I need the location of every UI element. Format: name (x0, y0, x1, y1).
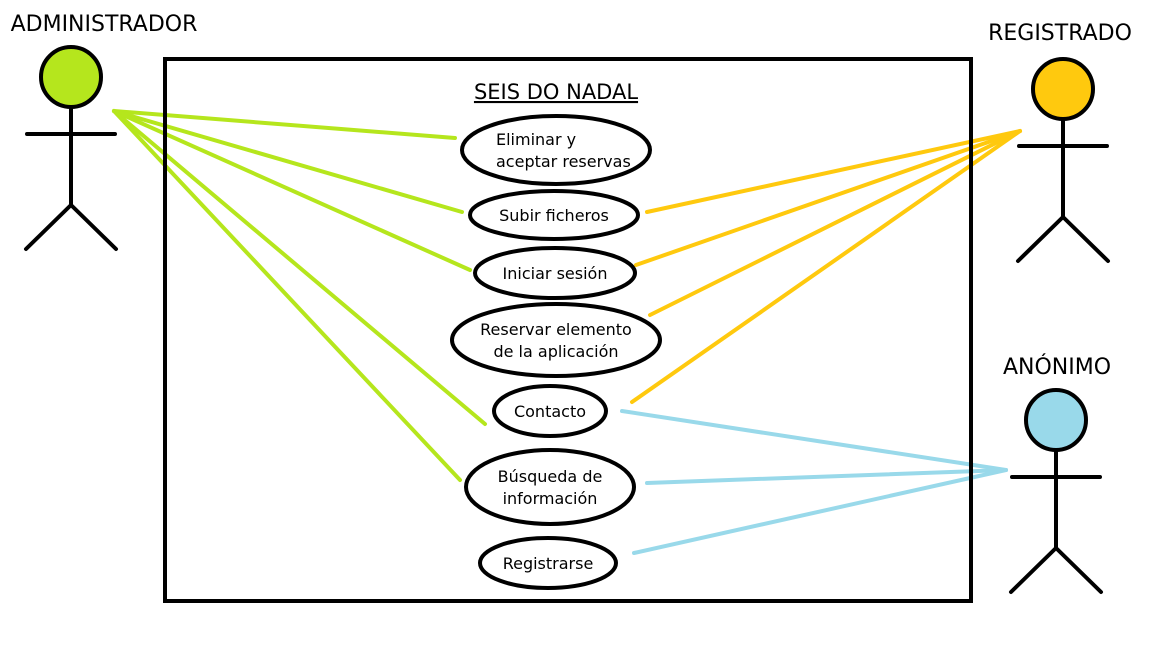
association-anonimo-contacto (620, 409, 1008, 472)
system-boundary-box (163, 57, 973, 603)
use-case-label: Reservar elemento (480, 320, 632, 339)
use-case-label: Iniciar sesión (503, 264, 608, 283)
use-case-ellipse (478, 536, 618, 590)
use-case-label: Subir ficheros (499, 206, 609, 225)
system-title: SEIS DO NADAL (474, 80, 638, 104)
use-case-ellipse (460, 114, 652, 186)
use-case-label: Registrarse (503, 554, 594, 573)
actor-head-icon (1024, 388, 1088, 452)
actor-anonimo: ANÓNIMO (1003, 354, 1111, 594)
actor-registrado: REGISTRADO (988, 21, 1132, 263)
use-case-label: de la aplicación (493, 342, 618, 361)
associations-layer (112, 109, 1022, 555)
use-case-eliminar: Eliminar y aceptar reservas (460, 114, 652, 186)
association-registrado-reservar (648, 129, 1022, 317)
actor-head-icon (39, 45, 103, 109)
association-administrador-subir (112, 109, 464, 214)
use-case-registrarse: Registrarse (478, 536, 618, 590)
use-case-busqueda: Búsqueda de información (464, 448, 636, 526)
actor-body-icon (1009, 448, 1103, 594)
use-case-subir: Subir ficheros (468, 189, 640, 241)
use-case-iniciar: Iniciar sesión (473, 246, 637, 300)
system-boundary: SEIS DO NADAL (163, 57, 973, 603)
actor-head-icon (1031, 57, 1095, 121)
association-registrado-subir (645, 129, 1022, 214)
actor-name: REGISTRADO (988, 21, 1132, 46)
association-registrado-iniciar (634, 129, 1022, 267)
association-administrador-busqueda (112, 109, 462, 482)
actor-name: ADMINISTRADOR (11, 12, 198, 37)
use-case-ellipse (473, 246, 637, 300)
use-case-ellipse (468, 189, 640, 241)
use-case-ellipse (450, 302, 662, 378)
actors-layer: ADMINISTRADOR REGISTRADO ANÓNIMO (11, 12, 1132, 594)
use-case-contacto: Contacto (492, 384, 608, 438)
use-case-ellipse (492, 384, 608, 438)
use-case-label: aceptar reservas (496, 152, 631, 171)
association-administrador-eliminar (112, 109, 457, 140)
association-administrador-iniciar (112, 109, 472, 272)
association-anonimo-busqueda (645, 468, 1008, 485)
association-registrado-contacto (630, 129, 1022, 404)
actor-name: ANÓNIMO (1003, 354, 1111, 380)
use-case-label: Búsqueda de (498, 467, 603, 486)
use-case-ellipse (464, 448, 636, 526)
association-administrador-contacto (112, 109, 487, 426)
actor-body-icon (24, 105, 118, 251)
use-case-label: Eliminar y (496, 130, 576, 149)
use-cases-layer: Eliminar y aceptar reservas Subir ficheros… (450, 114, 662, 590)
use-case-reservar: Reservar elemento de la aplicación (450, 302, 662, 378)
actor-body-icon (1016, 117, 1110, 263)
association-anonimo-registrarse (632, 468, 1008, 555)
actor-administrador: ADMINISTRADOR (11, 12, 198, 251)
use-case-label: información (503, 489, 598, 508)
use-case-label: Contacto (514, 402, 586, 421)
